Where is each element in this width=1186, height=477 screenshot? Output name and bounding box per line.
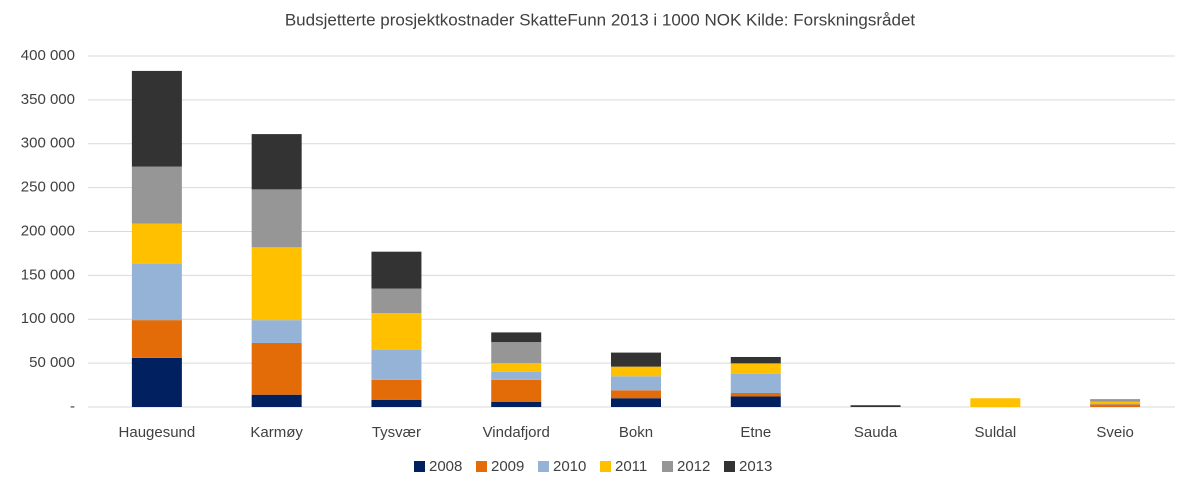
legend-label: 2011 xyxy=(615,458,647,475)
bar-segment xyxy=(730,392,781,397)
x-tick-label: Suldal xyxy=(974,424,1016,441)
x-tick-label: Sauda xyxy=(854,424,898,441)
x-tick-label: Haugesund xyxy=(119,424,196,441)
x-tick-label: Karmøy xyxy=(250,424,303,441)
legend-label: 2012 xyxy=(677,458,710,475)
y-tick-label: 150 000 xyxy=(21,266,75,283)
bar-segment xyxy=(730,364,781,374)
chart-title: Budsjetterte prosjektkostnader SkatteFun… xyxy=(285,10,916,29)
bar-segment xyxy=(970,398,1021,407)
bar-segment xyxy=(730,356,781,364)
bar-segment xyxy=(1090,401,1141,404)
bar-segment xyxy=(251,342,302,395)
y-tick-label: 50 000 xyxy=(29,354,75,371)
bar-segment xyxy=(371,379,422,400)
bar-segment xyxy=(371,313,422,350)
x-tick-label: Bokn xyxy=(619,424,653,441)
bar-segment xyxy=(611,390,661,399)
bar-segment xyxy=(730,363,781,365)
bar-segment xyxy=(131,223,182,264)
x-tick-label: Etne xyxy=(740,424,771,441)
bar-segment xyxy=(251,189,302,248)
bar-segment xyxy=(131,357,182,407)
bar-segment xyxy=(491,379,542,402)
bar-segment xyxy=(730,373,781,393)
y-tick-label: 200 000 xyxy=(21,222,75,239)
legend-swatch xyxy=(538,461,549,472)
bar-segment xyxy=(611,352,661,367)
legend-swatch xyxy=(662,461,673,472)
bar-segment xyxy=(131,166,182,224)
bar-segment xyxy=(491,371,542,380)
y-tick-label: - xyxy=(70,398,75,415)
bar-segment xyxy=(730,396,781,407)
bar-segment xyxy=(131,70,182,167)
bar-segment xyxy=(1090,403,1141,405)
legend-label: 2013 xyxy=(739,458,772,475)
bar-segment xyxy=(1090,404,1141,407)
legend-swatch xyxy=(476,461,487,472)
bar-segment xyxy=(371,399,422,407)
bar-segment xyxy=(251,394,302,407)
bar-segment xyxy=(850,405,901,407)
bar-segment xyxy=(251,134,302,190)
bar-segment xyxy=(251,320,302,343)
legend-label: 2010 xyxy=(553,458,586,475)
x-tick-label: Sveio xyxy=(1096,424,1134,441)
bar-segment xyxy=(491,401,542,407)
x-tick-label: Vindafjord xyxy=(483,424,550,441)
bar-segment xyxy=(611,398,661,407)
bar-segment xyxy=(491,363,542,372)
legend-swatch xyxy=(724,461,735,472)
y-tick-label: 300 000 xyxy=(21,135,75,152)
bar-segment xyxy=(131,263,182,321)
y-tick-label: 350 000 xyxy=(21,91,75,108)
bar-segment xyxy=(131,320,182,358)
y-tick-label: 250 000 xyxy=(21,179,75,196)
bar-segment xyxy=(371,349,422,380)
bar-segment xyxy=(491,342,542,364)
legend-swatch xyxy=(414,461,425,472)
bar-segment xyxy=(1090,399,1141,402)
legend-label: 2009 xyxy=(491,458,524,475)
legend-label: 2008 xyxy=(429,458,462,475)
x-tick-label: Tysvær xyxy=(372,424,421,441)
y-tick-label: 100 000 xyxy=(21,310,75,327)
bar-segment xyxy=(611,366,661,377)
bar-segment xyxy=(611,376,661,391)
bar-segment xyxy=(371,288,422,314)
y-tick-label: 400 000 xyxy=(21,47,75,64)
bar-segment xyxy=(491,332,542,343)
legend-swatch xyxy=(600,461,611,472)
bar-segment xyxy=(371,251,422,289)
bar-segment xyxy=(251,247,302,321)
